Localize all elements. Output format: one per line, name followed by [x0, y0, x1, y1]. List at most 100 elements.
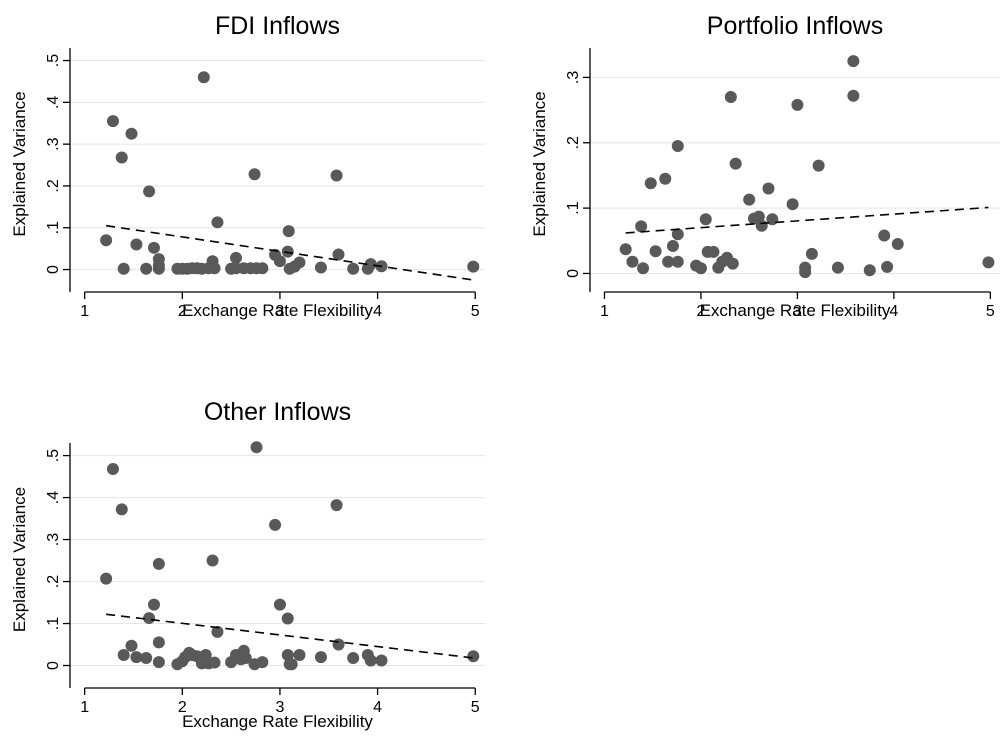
data-point: [649, 245, 662, 258]
data-point: [115, 503, 128, 516]
data-point: [143, 185, 156, 198]
data-point: [273, 255, 286, 268]
data-point: [211, 216, 224, 229]
data-point: [152, 557, 165, 570]
data-point: [248, 168, 261, 181]
x-tick-label: 1: [600, 303, 609, 320]
y-tick-label: .4: [45, 96, 62, 109]
y-tick-label: .3: [565, 71, 582, 84]
y-tick-label: 0: [45, 661, 62, 670]
data-point: [125, 127, 138, 140]
y-axis-label: Explained Variance: [10, 91, 29, 236]
data-point: [364, 654, 377, 667]
data-point: [273, 598, 286, 611]
data-point: [791, 98, 804, 111]
data-point: [115, 151, 128, 164]
data-point: [314, 261, 327, 274]
data-point: [117, 649, 130, 662]
data-point: [982, 256, 995, 269]
data-point: [330, 499, 343, 512]
data-point: [100, 572, 113, 585]
data-point: [256, 656, 269, 669]
data-point: [671, 228, 684, 241]
data-point: [239, 651, 252, 664]
data-point: [293, 649, 306, 662]
y-tick-label: .2: [45, 575, 62, 588]
data-point: [699, 213, 712, 226]
data-point: [147, 598, 160, 611]
data-point: [281, 245, 294, 258]
data-point: [152, 262, 165, 275]
data-point: [847, 55, 860, 68]
data-point: [762, 182, 775, 195]
data-point: [208, 262, 221, 275]
data-point: [863, 264, 876, 277]
fit-line: [106, 224, 474, 281]
data-point: [671, 140, 684, 153]
x-tick-label: 5: [471, 303, 480, 320]
data-point: [117, 262, 130, 275]
x-tick-label: 3: [275, 303, 284, 320]
y-axis-label: Explained Variance: [10, 487, 29, 632]
chart-title: FDI Inflows: [215, 12, 340, 40]
data-point: [211, 625, 224, 638]
data-point: [330, 169, 343, 182]
data-point: [786, 198, 799, 211]
data-point: [285, 658, 298, 671]
panel-2: Portfolio Inflows 0 .1 .2 .3 1 2 3 4 5 Exchange Ra…: [530, 12, 1000, 320]
y-axis-label: Explained Variance: [530, 91, 549, 236]
fit-line: [625, 206, 989, 234]
x-tick-label: 4: [373, 699, 382, 716]
data-point: [130, 238, 143, 251]
data-point: [755, 219, 768, 232]
data-point: [106, 463, 119, 476]
x-axis-label: Exchange Rate Flexibility: [182, 301, 373, 320]
data-point: [332, 638, 345, 651]
data-point: [878, 229, 891, 242]
data-point: [694, 262, 707, 275]
data-point: [637, 262, 650, 275]
data-point: [805, 247, 818, 260]
data-point: [743, 193, 756, 206]
data-point: [635, 220, 648, 233]
x-tick-label: 5: [471, 699, 480, 716]
data-point: [831, 261, 844, 274]
y-tick-label: .3: [45, 137, 62, 150]
y-tick-label: 0: [45, 265, 62, 274]
y-tick-label: .5: [45, 54, 62, 67]
data-point: [281, 612, 294, 625]
data-point: [467, 260, 480, 273]
y-tick-label: .2: [45, 179, 62, 192]
data-point: [671, 255, 684, 268]
data-point: [724, 91, 737, 104]
x-tick-label: 2: [178, 303, 187, 320]
x-tick-label: 3: [275, 699, 284, 716]
data-point: [364, 258, 377, 271]
y-tick-label: .3: [45, 533, 62, 546]
data-point: [662, 255, 675, 268]
data-point: [619, 243, 632, 256]
data-point: [206, 554, 219, 567]
data-point: [659, 172, 672, 185]
y-tick-label: .1: [565, 201, 582, 214]
x-tick-label: 2: [178, 699, 187, 716]
data-point: [130, 651, 143, 664]
data-point: [143, 612, 156, 625]
data-point: [347, 651, 360, 664]
y-tick-label: .5: [45, 449, 62, 462]
data-point: [332, 248, 345, 261]
data-point: [197, 71, 210, 84]
y-tick-label: .4: [45, 491, 62, 504]
y-tick-label: 0: [565, 269, 582, 278]
data-point: [152, 656, 165, 669]
x-tick-label: 3: [793, 303, 802, 320]
fit-line: [106, 613, 474, 659]
x-axis-label: Exchange Rate Flexibility: [700, 301, 891, 320]
data-point: [208, 656, 221, 669]
data-point: [626, 255, 639, 268]
data-point: [147, 241, 160, 254]
data-point: [314, 651, 327, 664]
y-tick-label: .1: [45, 221, 62, 234]
data-point: [106, 115, 119, 128]
